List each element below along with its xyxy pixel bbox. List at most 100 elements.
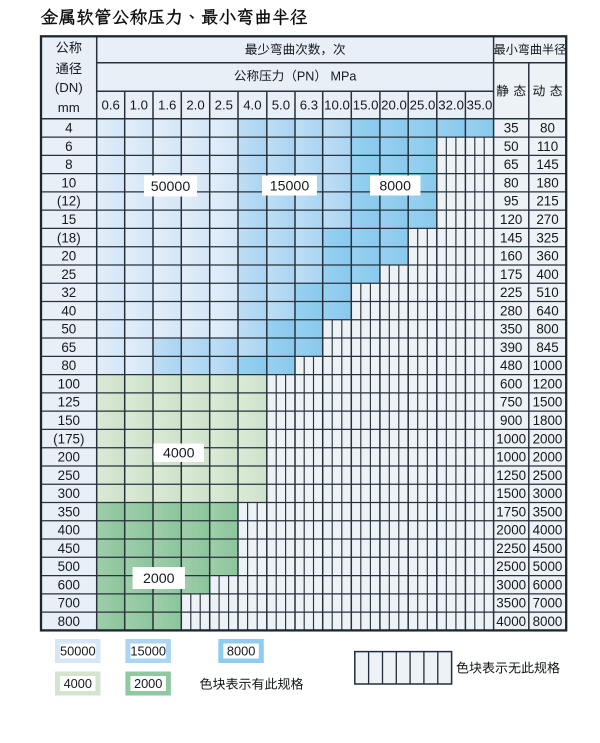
svg-text:125: 125 — [58, 395, 80, 410]
svg-text:65: 65 — [504, 157, 519, 172]
svg-text:8000: 8000 — [533, 614, 563, 629]
svg-text:360: 360 — [536, 249, 558, 264]
svg-text:3500: 3500 — [496, 596, 526, 611]
svg-text:80: 80 — [61, 358, 76, 373]
svg-text:80: 80 — [540, 121, 555, 136]
svg-text:400: 400 — [536, 267, 558, 282]
svg-text:2000: 2000 — [533, 450, 563, 465]
svg-text:2.5: 2.5 — [215, 98, 233, 113]
svg-text:300: 300 — [58, 486, 80, 501]
svg-text:4000: 4000 — [496, 614, 526, 629]
svg-text:800: 800 — [58, 614, 80, 629]
svg-text:32: 32 — [61, 285, 76, 300]
svg-text:20: 20 — [61, 249, 76, 264]
svg-text:MPa: MPa — [331, 69, 357, 83]
svg-text:1000: 1000 — [496, 431, 526, 446]
svg-text:4000: 4000 — [533, 523, 563, 538]
svg-text:2000: 2000 — [143, 571, 175, 587]
svg-text:40: 40 — [61, 303, 76, 318]
svg-text:8000: 8000 — [227, 644, 255, 659]
svg-text:1500: 1500 — [533, 395, 563, 410]
svg-text:15.0: 15.0 — [353, 98, 379, 113]
svg-text:110: 110 — [537, 139, 558, 154]
svg-text:2000: 2000 — [134, 676, 162, 691]
svg-text:15: 15 — [61, 212, 76, 227]
svg-text:1000: 1000 — [496, 450, 526, 465]
svg-text:5000: 5000 — [533, 559, 563, 574]
svg-text:1250: 1250 — [496, 468, 526, 483]
svg-text:250: 250 — [58, 468, 80, 483]
svg-text:3000: 3000 — [496, 577, 526, 592]
svg-text:150: 150 — [58, 413, 80, 428]
svg-text:25.0: 25.0 — [410, 98, 436, 113]
svg-text:640: 640 — [536, 303, 558, 318]
svg-text:120: 120 — [500, 212, 522, 227]
svg-text:10.0: 10.0 — [324, 98, 350, 113]
svg-text:50000: 50000 — [151, 179, 191, 195]
svg-text:145: 145 — [500, 230, 522, 245]
svg-text:200: 200 — [58, 450, 80, 465]
svg-text:0.6: 0.6 — [102, 98, 120, 113]
svg-text:50000: 50000 — [60, 644, 96, 659]
svg-text:2500: 2500 — [496, 559, 526, 574]
svg-text:1.6: 1.6 — [158, 98, 176, 113]
svg-text:35.0: 35.0 — [467, 98, 493, 113]
svg-text:600: 600 — [500, 377, 522, 392]
svg-text:900: 900 — [500, 413, 522, 428]
svg-text:4000: 4000 — [163, 446, 195, 462]
svg-text:4.0: 4.0 — [243, 98, 261, 113]
svg-text:25: 25 — [61, 267, 76, 282]
svg-text:3500: 3500 — [533, 504, 563, 519]
svg-text:15000: 15000 — [270, 179, 310, 195]
svg-text:510: 510 — [536, 285, 558, 300]
svg-text:(12): (12) — [57, 194, 81, 209]
svg-text:225: 225 — [500, 285, 522, 300]
svg-text:1750: 1750 — [496, 504, 526, 519]
svg-text:8: 8 — [65, 157, 72, 172]
svg-text:2250: 2250 — [496, 541, 526, 556]
svg-text:20.0: 20.0 — [381, 98, 407, 113]
svg-text:800: 800 — [536, 322, 558, 337]
svg-text:(18): (18) — [57, 230, 81, 245]
svg-text:750: 750 — [500, 395, 522, 410]
svg-text:4: 4 — [65, 121, 73, 136]
svg-text:500: 500 — [58, 559, 80, 574]
svg-text:845: 845 — [536, 340, 558, 355]
svg-text:mm: mm — [58, 100, 80, 115]
svg-text:32.0: 32.0 — [438, 98, 464, 113]
svg-text:2000: 2000 — [496, 523, 526, 538]
svg-text:350: 350 — [58, 504, 80, 519]
svg-text:145: 145 — [536, 157, 558, 172]
svg-text:100: 100 — [58, 377, 80, 392]
svg-text:1.0: 1.0 — [130, 98, 148, 113]
svg-text:1200: 1200 — [533, 377, 563, 392]
svg-text:65: 65 — [61, 340, 76, 355]
svg-text:10: 10 — [61, 176, 76, 191]
svg-text:270: 270 — [536, 212, 558, 227]
svg-text:2500: 2500 — [533, 468, 563, 483]
svg-text:1800: 1800 — [533, 413, 563, 428]
svg-text:160: 160 — [500, 249, 522, 264]
svg-text:700: 700 — [58, 596, 80, 611]
svg-text:4000: 4000 — [64, 676, 92, 691]
svg-text:15000: 15000 — [130, 644, 166, 659]
svg-text:1000: 1000 — [533, 358, 563, 373]
svg-text:2.0: 2.0 — [186, 98, 204, 113]
svg-text:4500: 4500 — [533, 541, 563, 556]
svg-text:(DN): (DN) — [55, 80, 83, 95]
svg-text:PN: PN — [297, 69, 315, 83]
svg-text:35: 35 — [504, 121, 519, 136]
svg-text:390: 390 — [500, 340, 522, 355]
svg-text:215: 215 — [536, 194, 558, 209]
svg-text:50: 50 — [61, 322, 76, 337]
svg-text:600: 600 — [58, 577, 80, 592]
svg-text:(175): (175) — [53, 431, 84, 446]
svg-text:8000: 8000 — [379, 179, 411, 195]
svg-text:80: 80 — [504, 176, 519, 191]
svg-text:350: 350 — [500, 322, 522, 337]
svg-text:400: 400 — [58, 523, 80, 538]
svg-text:7000: 7000 — [533, 596, 563, 611]
svg-text:50: 50 — [504, 139, 519, 154]
svg-text:3000: 3000 — [533, 486, 563, 501]
svg-text:450: 450 — [58, 541, 80, 556]
